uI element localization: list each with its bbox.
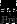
Text: A.  Structure and Characterization of LB Films: A. Structure and Characterization of LB … <box>0 19 17 24</box>
Text: -5: -5 <box>8 0 17 11</box>
Text: SURFACE PRESSURE,: SURFACE PRESSURE, <box>0 0 8 24</box>
Text: glass, chromium, quartz, or silicon. The film is transferred to the solid as it : glass, chromium, quartz, or silicon. The… <box>2 12 17 24</box>
Text: DPPC / buffer & PTA: DPPC / buffer & PTA <box>0 1 17 19</box>
Text: Fig. XV-14.  Surface pressure–area isotherms at 298 K for a DPPC monolayer on ph: Fig. XV-14. Surface pressure–area isothe… <box>2 9 17 24</box>
Text: 7,11-: 7,11- <box>5 0 17 13</box>
Text: Deposited Langmuir–Blodgett films take on many of the same structures as
the Lan: Deposited Langmuir–Blodgett films take o… <box>2 20 17 24</box>
Text: AREA,   Â/nm² molecule⁻¹: AREA, Â/nm² molecule⁻¹ <box>0 8 17 24</box>
Text: Printed with FinePrint - purchase at www.fineprint.com: Printed with FinePrint - purchase at www… <box>1 15 17 24</box>
Text: -1·5: -1·5 <box>10 0 17 12</box>
Text: 12·5-: 12·5- <box>5 0 17 13</box>
Text: π/mN m⁻¹: π/mN m⁻¹ <box>0 0 8 24</box>
Text: -3: -3 <box>12 0 17 14</box>
